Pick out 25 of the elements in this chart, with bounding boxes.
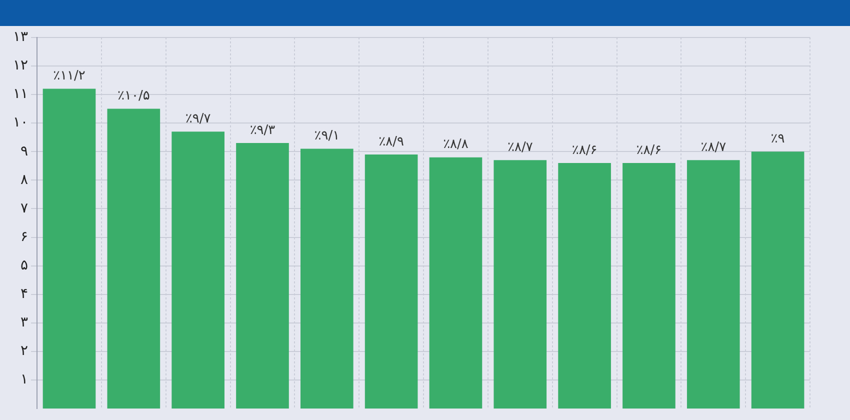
y-tick-label: ۱۰ xyxy=(12,114,28,131)
y-tick-label: ۴ xyxy=(20,286,28,302)
data-label: ٪۹/۳ xyxy=(250,122,276,138)
y-tick-label: ۷ xyxy=(20,200,29,216)
y-tick-label: ۱۳ xyxy=(12,29,29,46)
data-label: ٪۸/۶ xyxy=(636,142,662,158)
y-tick-label: ۸ xyxy=(20,172,29,188)
data-label: ٪۸/۷ xyxy=(700,140,726,156)
data-label: ٪۹/۱ xyxy=(314,128,340,144)
data-label: ٪۹ xyxy=(770,131,785,146)
data-label: ٪۸/۹ xyxy=(378,134,404,150)
data-label: ٪۸/۶ xyxy=(572,142,598,158)
y-tick-label: ۱۲ xyxy=(12,58,28,74)
y-tick-label: ۵ xyxy=(20,257,28,274)
data-label: ٪۱۱/۲ xyxy=(53,68,86,84)
y-tick-label: ۲ xyxy=(20,343,28,360)
y-tick-label: ۹ xyxy=(20,143,28,160)
y-tick-label: ۱۱ xyxy=(12,86,28,102)
data-label: ٪۸/۸ xyxy=(443,137,468,152)
y-tick-label: ۳ xyxy=(20,314,29,331)
y-tick-label: ۱ xyxy=(20,372,28,388)
data-label: ٪۸/۷ xyxy=(507,140,533,156)
data-label: ٪۹/۷ xyxy=(185,112,211,127)
data-label: ٪۱۰/۵ xyxy=(118,88,150,104)
y-tick-label: ۶ xyxy=(20,228,28,245)
